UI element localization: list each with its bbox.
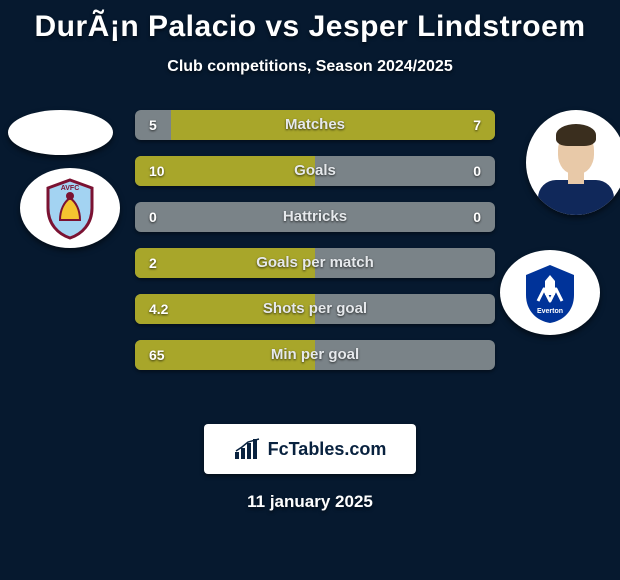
stat-value-left: 65 xyxy=(149,340,165,370)
club-crest-left: AVFC xyxy=(20,168,120,248)
stat-value-left: 5 xyxy=(149,110,157,140)
stat-value-left: 0 xyxy=(149,202,157,232)
stat-row: 57Matches xyxy=(135,110,495,140)
stat-value-right: 0 xyxy=(473,156,481,186)
stat-value-right: 0 xyxy=(473,202,481,232)
fctables-icon xyxy=(234,438,262,460)
stat-row: 00Hattricks xyxy=(135,202,495,232)
source-badge: FcTables.com xyxy=(204,424,416,474)
aston-villa-icon: AVFC xyxy=(38,176,102,240)
stat-value-right: 7 xyxy=(473,110,481,140)
subtitle: Club competitions, Season 2024/2025 xyxy=(0,58,620,76)
stat-value-left: 2 xyxy=(149,248,157,278)
stat-row: 4.2Shots per goal xyxy=(135,294,495,324)
stat-row: 2Goals per match xyxy=(135,248,495,278)
club-crest-right: Everton xyxy=(500,250,600,335)
player-right-avatar xyxy=(526,110,620,215)
comparison-stage: AVFC Everton 57Matches100Goals00Hattrick… xyxy=(0,110,620,410)
svg-text:AVFC: AVFC xyxy=(61,185,80,192)
source-badge-text: FcTables.com xyxy=(268,439,387,460)
svg-text:Everton: Everton xyxy=(537,308,563,315)
date-text: 11 january 2025 xyxy=(0,492,620,512)
page-title: DurÃ¡n Palacio vs Jesper Lindstroem xyxy=(0,0,620,44)
bars-container: 57Matches100Goals00Hattricks2Goals per m… xyxy=(135,110,495,386)
stat-row: 65Min per goal xyxy=(135,340,495,370)
player-left-avatar xyxy=(8,110,113,155)
everton-icon: Everton xyxy=(518,261,582,325)
stat-row: 100Goals xyxy=(135,156,495,186)
stat-value-left: 10 xyxy=(149,156,165,186)
stat-value-left: 4.2 xyxy=(149,294,168,324)
